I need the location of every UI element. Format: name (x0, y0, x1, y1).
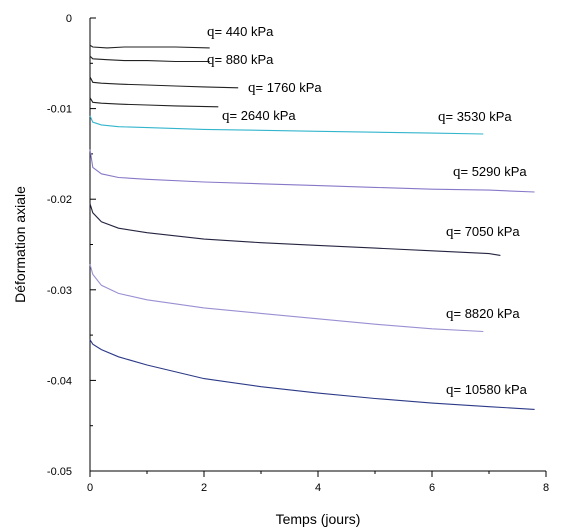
y-tick-label: -0.04 (47, 375, 72, 387)
x-tick-label: 0 (87, 482, 93, 494)
series-line (89, 115, 484, 135)
series-line (89, 149, 535, 193)
series-line (89, 264, 484, 333)
series-line (89, 339, 535, 410)
series-line (89, 97, 219, 108)
series-line (89, 44, 210, 49)
series-line (89, 76, 239, 89)
y-tick-label: -0.05 (47, 466, 72, 478)
y-tick-label: 0 (66, 13, 72, 25)
series-line (89, 55, 210, 63)
series-label: q= 2640 kPa (222, 108, 296, 124)
x-tick-label: 4 (315, 482, 321, 494)
series-label: q= 1760 kPa (248, 80, 322, 96)
ticks: 0 2 4 6 8 0 -0.01 -0.02 -0.03 -0.04 -0.05 (47, 13, 549, 494)
series-label: q= 880 kPa (207, 52, 274, 68)
series-lines (89, 44, 535, 410)
series-label: q= 3530 kPa (438, 109, 512, 125)
x-tick-label: 6 (429, 482, 435, 494)
series-label: q= 440 kPa (207, 24, 274, 40)
y-tick-label: -0.03 (47, 285, 72, 297)
series-line (89, 203, 501, 256)
series-label: q= 5290 kPa (453, 164, 527, 180)
series-label: q= 10580 kPa (446, 382, 528, 398)
y-tick-label: -0.01 (47, 104, 72, 116)
series-label: q= 7050 kPa (446, 224, 520, 240)
x-axis-title: Temps (jours) (276, 511, 361, 527)
y-tick-label: -0.02 (47, 194, 72, 206)
x-tick-label: 8 (543, 482, 549, 494)
series-labels: q= 440 kPa q= 880 kPa q= 1760 kPa q= 2640 k… (207, 24, 528, 398)
x-tick-label: 2 (201, 482, 207, 494)
y-axis-title: Déformation axiale (12, 186, 28, 303)
series-label: q= 8820 kPa (446, 306, 520, 322)
